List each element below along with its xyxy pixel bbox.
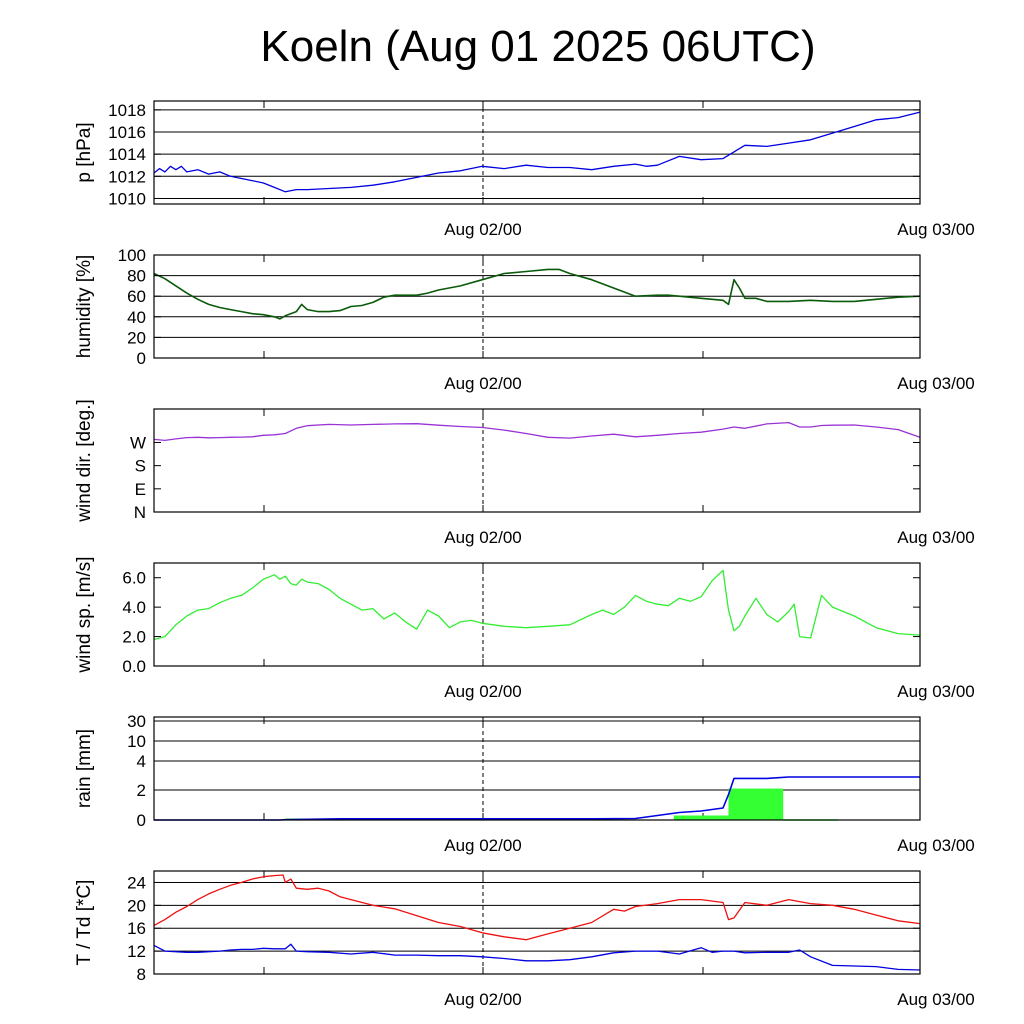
- y-tick-label: 0: [137, 811, 146, 830]
- panel-wind_speed: 0.0 2.0 4.0 6.0 wind sp. [m/s] Aug 02/00 Aug 0…: [74, 556, 975, 701]
- y-tick-label: S: [135, 457, 146, 476]
- y-axis-label: wind dir. [deg.]: [74, 399, 95, 523]
- panel-frame: [153, 716, 921, 821]
- y-tick-label: 1012: [108, 167, 146, 186]
- y-tick-label: 16: [127, 919, 146, 938]
- panel-frame: [153, 100, 921, 205]
- x-tick-label: Aug 02/00: [444, 990, 522, 1009]
- x-tick-label: Aug 02/00: [444, 220, 522, 239]
- y-tick-label: 30: [127, 712, 146, 731]
- y-tick-label: 1018: [108, 101, 146, 120]
- y-tick-label: 2.0: [122, 628, 146, 647]
- x-tick-label: Aug 03/00: [897, 836, 975, 855]
- panel-temperature_dewpoint: 8 12 16 20 24 T / Td [*C] Aug 02/00 Aug 03/00: [74, 870, 975, 1009]
- y-tick-label: 10: [127, 732, 146, 751]
- x-tick-label: Aug 02/00: [444, 374, 522, 393]
- y-tick-label: 12: [127, 942, 146, 961]
- y-axis-label: p [hPa]: [74, 122, 95, 182]
- x-tick-label: Aug 03/00: [897, 682, 975, 701]
- x-tick-label: Aug 02/00: [444, 682, 522, 701]
- y-tick-label: 80: [127, 267, 146, 286]
- y-axis-label: rain [mm]: [74, 729, 95, 808]
- x-tick-label: Aug 03/00: [897, 990, 975, 1009]
- y-tick-label: 8: [137, 965, 146, 984]
- x-tick-label: Aug 02/00: [444, 836, 522, 855]
- y-tick-label: 24: [127, 873, 146, 892]
- y-tick-label: W: [130, 433, 146, 452]
- y-tick-label: E: [135, 480, 146, 499]
- panel-frame: [153, 870, 921, 975]
- humidity-line: [153, 268, 921, 320]
- wind_speed-line: [153, 569, 921, 641]
- rain-bar: [673, 815, 729, 820]
- y-tick-label: 0.0: [122, 657, 146, 676]
- x-tick-label: Aug 03/00: [897, 374, 975, 393]
- y-tick-label: 60: [127, 287, 146, 306]
- y-axis-label: humidity [%]: [74, 255, 95, 358]
- y-tick-label: 100: [118, 246, 146, 265]
- y-axis-label: T / Td [*C]: [74, 880, 95, 966]
- y-tick-label: 40: [127, 308, 146, 327]
- y-axis-label: wind sp. [m/s]: [74, 556, 95, 673]
- y-tick-label: 2: [137, 781, 146, 800]
- panel-frame: [153, 562, 921, 667]
- y-tick-label: 20: [127, 328, 146, 347]
- y-tick-label: N: [134, 503, 146, 522]
- pressure-line: [153, 111, 921, 193]
- dewpoint-line: [153, 943, 921, 971]
- panel-frame: [153, 408, 921, 513]
- y-tick-label: 1014: [108, 145, 146, 164]
- x-tick-label: Aug 02/00: [444, 528, 522, 547]
- y-tick-label: 20: [127, 896, 146, 915]
- x-tick-label: Aug 03/00: [897, 528, 975, 547]
- wind_direction-line: [153, 421, 921, 442]
- temperature-line: [153, 874, 921, 941]
- panel-frame: [153, 254, 921, 359]
- rain-bar: [728, 788, 784, 820]
- x-tick-label: Aug 03/00: [897, 220, 975, 239]
- rain-accumulated-line: [154, 776, 920, 821]
- y-tick-label: 1016: [108, 123, 146, 142]
- y-tick-label: 0: [137, 349, 146, 368]
- y-tick-label: 6.0: [122, 569, 146, 588]
- y-tick-label: 4.0: [122, 598, 146, 617]
- y-tick-label: 4: [137, 752, 146, 771]
- panel-pressure: 1010 1012 1014 1016 1018 p [hPa] Aug 02/00 Aug …: [74, 100, 975, 239]
- chart-title: Koeln (Aug 01 2025 06UTC): [260, 22, 816, 71]
- y-tick-label: 1010: [108, 189, 146, 208]
